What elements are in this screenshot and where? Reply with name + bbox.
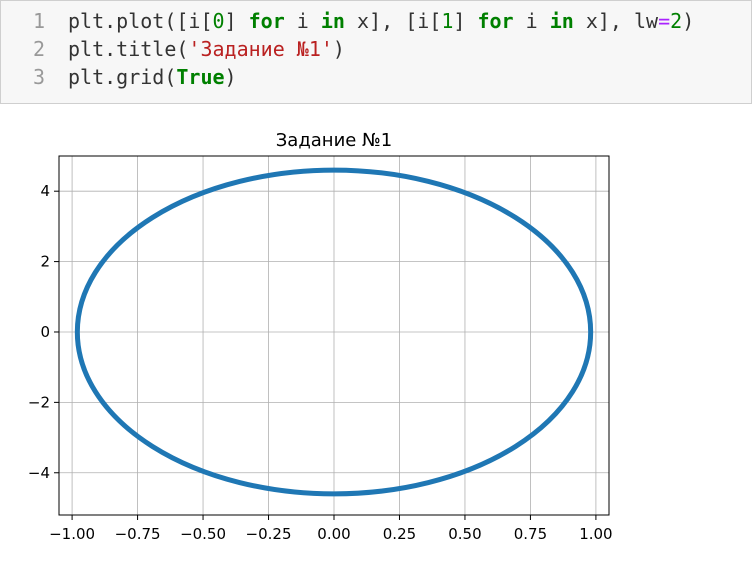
code-token: ] bbox=[453, 9, 478, 33]
plot-figure: −1.00 −0.75 −0.50 −0.25 0.00 0.25 0.50 0.75 1.00… bbox=[28, 130, 613, 543]
code-token: 2 bbox=[670, 9, 683, 33]
code-token: 0 bbox=[212, 9, 225, 33]
code-token: plt.title( bbox=[68, 37, 189, 61]
series-line bbox=[74, 167, 594, 497]
x-tick-label: 0.00 bbox=[317, 525, 350, 543]
code-token: ) bbox=[682, 9, 695, 33]
code-token: plt.plot([i[ bbox=[68, 9, 213, 33]
code-line: plt.title('Задание №1') bbox=[68, 35, 694, 63]
x-tick-label: 0.25 bbox=[383, 525, 416, 543]
code-cell[interactable]: 1 2 3 plt.plot([i[0] for i in x], [i[1] … bbox=[0, 0, 752, 104]
x-tick-label: 0.50 bbox=[448, 525, 481, 543]
code-token: x], [i[ bbox=[344, 9, 442, 33]
code-token: 1 bbox=[441, 9, 454, 33]
code-token: x], lw bbox=[573, 9, 659, 33]
code-token: i bbox=[284, 9, 321, 33]
y-tick-label: 0 bbox=[40, 323, 50, 341]
code-token: = bbox=[658, 9, 671, 33]
code-token: plt.grid( bbox=[68, 65, 177, 89]
code-token: in bbox=[549, 9, 574, 33]
y-tick-label: −2 bbox=[28, 393, 50, 411]
x-tick-label: −0.75 bbox=[115, 525, 161, 543]
x-tick-label: −1.00 bbox=[49, 525, 95, 543]
code-line: plt.grid(True) bbox=[68, 63, 694, 91]
y-tick-label: 4 bbox=[40, 182, 50, 200]
x-tick-label: −0.25 bbox=[246, 525, 292, 543]
code-token: i bbox=[513, 9, 550, 33]
code-token: ) bbox=[224, 65, 237, 89]
code-token: in bbox=[320, 9, 345, 33]
code-token: for bbox=[477, 9, 514, 33]
code-token: True bbox=[176, 65, 225, 89]
code-token: 'Задание №1' bbox=[188, 37, 333, 61]
code-editor[interactable]: plt.plot([i[0] for i in x], [i[1] for i … bbox=[68, 7, 694, 91]
code-token: ] bbox=[224, 9, 249, 33]
code-line: plt.plot([i[0] for i in x], [i[1] for i … bbox=[68, 7, 694, 35]
chart-title: Задание №1 bbox=[276, 130, 392, 151]
y-tick-label: 2 bbox=[40, 253, 50, 271]
line-numbers: 1 2 3 bbox=[15, 7, 45, 91]
line-number: 1 bbox=[32, 9, 45, 33]
y-tick-label: −4 bbox=[28, 464, 50, 482]
code-token: for bbox=[248, 9, 285, 33]
cell-output: −1.00 −0.75 −0.50 −0.25 0.00 0.25 0.50 0.75 1.00… bbox=[0, 110, 755, 567]
line-number: 2 bbox=[32, 37, 45, 61]
x-tick-label: 1.00 bbox=[579, 525, 612, 543]
x-tick-label: 0.75 bbox=[514, 525, 547, 543]
x-tick-label: −0.50 bbox=[180, 525, 226, 543]
line-number: 3 bbox=[32, 65, 45, 89]
code-token: ) bbox=[332, 37, 345, 61]
